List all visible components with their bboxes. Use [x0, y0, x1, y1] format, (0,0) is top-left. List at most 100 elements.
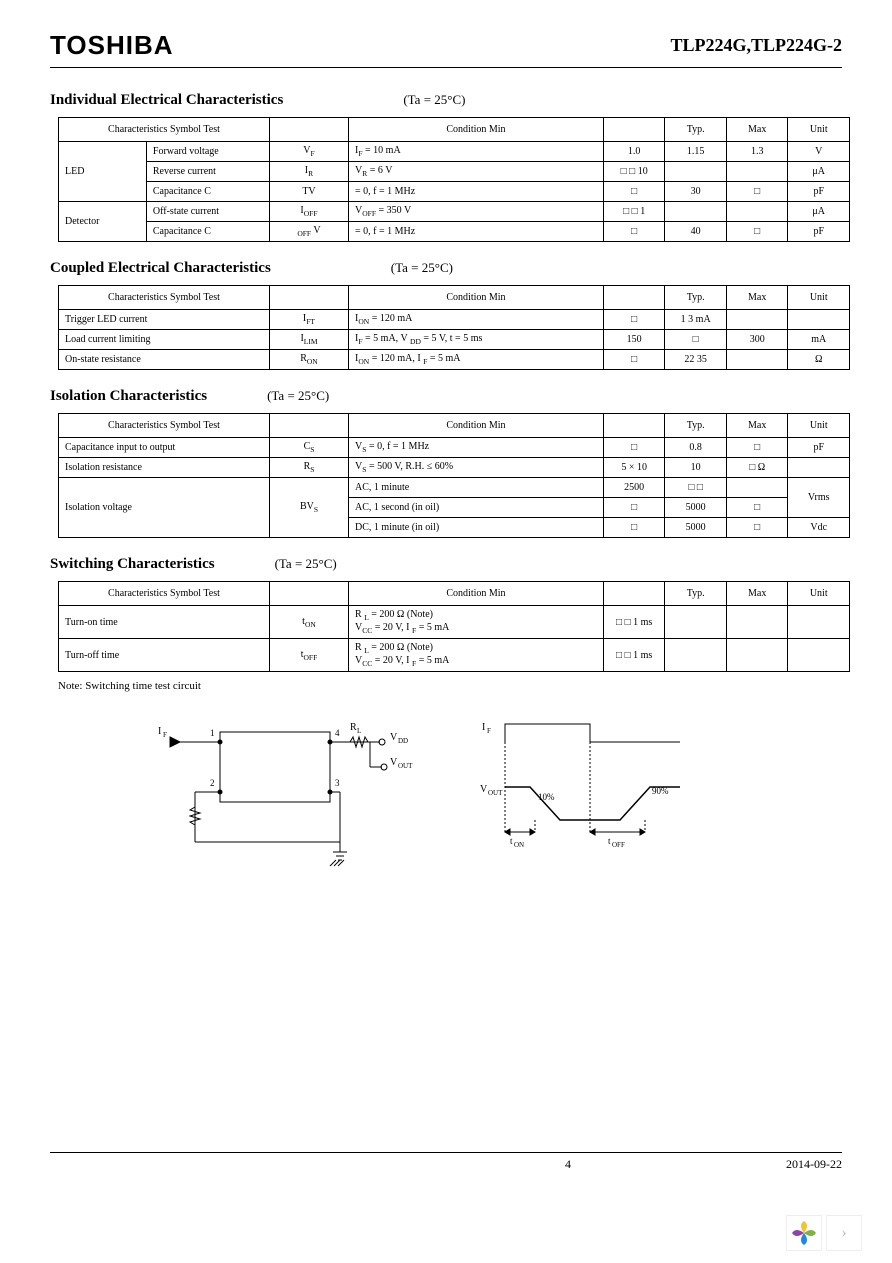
condition-cell: IF = 10 mA: [349, 142, 604, 162]
col-header: [603, 286, 665, 310]
typ-cell: 30: [665, 182, 727, 202]
table-row: Turn-off timetOFFR L = 200 Ω (Note)VCC =…: [59, 639, 850, 672]
typ-cell: □ □: [665, 478, 727, 498]
group-cell: LED: [59, 142, 147, 202]
col-header: [269, 414, 348, 438]
symbol-cell: IFT: [269, 310, 348, 330]
condition-cell: AC, 1 minute: [349, 478, 604, 498]
condition-cell: R L = 200 Ω (Note)VCC = 20 V, I F = 5 mA: [349, 606, 604, 639]
group-cell: Detector: [59, 202, 147, 242]
table-row: DetectorOff-state currentIOFFVOFF = 350 …: [59, 202, 850, 222]
page-number: 4: [565, 1157, 571, 1172]
char-cell: Isolation resistance: [59, 458, 270, 478]
svg-text:I: I: [482, 722, 485, 733]
spec-table: Characteristics Symbol TestCondition Min…: [58, 285, 850, 370]
char-cell: Forward voltage: [146, 142, 269, 162]
symbol-cell: VF: [269, 142, 348, 162]
max-cell: □: [726, 182, 788, 202]
svg-text:L: L: [357, 727, 361, 735]
svg-text:I: I: [158, 726, 161, 737]
symbol-cell: BVS: [269, 478, 348, 538]
condition-cell: DC, 1 minute (in oil): [349, 518, 604, 538]
unit-cell: [788, 458, 850, 478]
typ-cell: [665, 202, 727, 222]
col-header: Max: [726, 582, 788, 606]
min-cell: □: [603, 438, 665, 458]
unit-cell: Ω: [788, 350, 850, 370]
col-header: [269, 286, 348, 310]
section-title: Switching Characteristics(Ta = 25°C): [50, 556, 842, 573]
col-header: [269, 582, 348, 606]
svg-text:OFF: OFF: [612, 841, 625, 849]
min-cell: □ □ 1 ms: [603, 606, 665, 639]
col-header: Typ.: [665, 582, 727, 606]
max-cell: □: [726, 518, 788, 538]
col-header: Condition Min: [349, 118, 604, 142]
sections-container: Individual Electrical Characteristics(Ta…: [50, 92, 842, 672]
svg-text:2: 2: [210, 778, 215, 788]
table-row: Isolation resistanceRSVS = 500 V, R.H. ≤…: [59, 458, 850, 478]
condition-cell: = 0, f = 1 MHz: [349, 182, 604, 202]
part-number: TLP224G,TLP224G-2: [670, 35, 842, 56]
symbol-cell: ILIM: [269, 330, 348, 350]
section-condition: (Ta = 25°C): [275, 556, 337, 572]
min-cell: □: [603, 222, 665, 242]
unit-cell: V: [788, 142, 850, 162]
col-header: Max: [726, 286, 788, 310]
char-cell: Capacitance input to output: [59, 438, 270, 458]
section-title: Isolation Characteristics(Ta = 25°C): [50, 388, 842, 405]
min-cell: □ □ 10: [603, 162, 665, 182]
max-cell: [726, 478, 788, 498]
svg-text:F: F: [163, 731, 167, 739]
char-cell: On-state resistance: [59, 350, 270, 370]
char-cell: Off-state current: [146, 202, 269, 222]
section-condition: (Ta = 25°C): [403, 92, 465, 108]
min-cell: □: [603, 518, 665, 538]
table-row: Isolation voltageBVSAC, 1 minute2500□ □V…: [59, 478, 850, 498]
symbol-cell: OFF V: [269, 222, 348, 242]
table-row: Capacitance CTV = 0, f = 1 MHz□30□pF: [59, 182, 850, 202]
col-header: [603, 582, 665, 606]
max-cell: [726, 310, 788, 330]
col-header: Unit: [788, 118, 850, 142]
condition-cell: VOFF = 350 V: [349, 202, 604, 222]
max-cell: □: [726, 438, 788, 458]
typ-cell: 5000: [665, 518, 727, 538]
svg-text:10%: 10%: [538, 792, 555, 802]
symbol-cell: IR: [269, 162, 348, 182]
flower-logo-icon[interactable]: [786, 1215, 822, 1251]
max-cell: 300: [726, 330, 788, 350]
col-header: Unit: [788, 286, 850, 310]
page-footer: 4 2014-09-22: [50, 1152, 842, 1172]
min-cell: 150: [603, 330, 665, 350]
typ-cell: 0.8: [665, 438, 727, 458]
next-page-icon[interactable]: ›: [826, 1215, 862, 1251]
char-cell: Capacitance C: [146, 222, 269, 242]
section-title-text: Coupled Electrical Characteristics: [50, 260, 271, 277]
condition-cell: VR = 6 V: [349, 162, 604, 182]
max-cell: [726, 606, 788, 639]
unit-cell: pF: [788, 222, 850, 242]
col-header: [603, 414, 665, 438]
corner-nav: ›: [786, 1215, 862, 1251]
spec-table: Characteristics Symbol TestCondition Min…: [58, 413, 850, 538]
typ-cell: [665, 606, 727, 639]
char-cell: Trigger LED current: [59, 310, 270, 330]
svg-text:t: t: [608, 836, 611, 846]
min-cell: □ □ 1 ms: [603, 639, 665, 672]
condition-cell: ION = 120 mA: [349, 310, 604, 330]
min-cell: 2500: [603, 478, 665, 498]
unit-cell: [788, 639, 850, 672]
table-row: LEDForward voltageVFIF = 10 mA1.01.151.3…: [59, 142, 850, 162]
svg-text:V: V: [390, 732, 398, 743]
symbol-cell: RS: [269, 458, 348, 478]
max-cell: [726, 162, 788, 182]
condition-cell: = 0, f = 1 MHz: [349, 222, 604, 242]
symbol-cell: TV: [269, 182, 348, 202]
typ-cell: [665, 162, 727, 182]
char-cell: Load current limiting: [59, 330, 270, 350]
min-cell: 5 × 10: [603, 458, 665, 478]
max-cell: □ Ω: [726, 458, 788, 478]
unit-cell: [788, 310, 850, 330]
svg-text:OUT: OUT: [398, 762, 413, 770]
